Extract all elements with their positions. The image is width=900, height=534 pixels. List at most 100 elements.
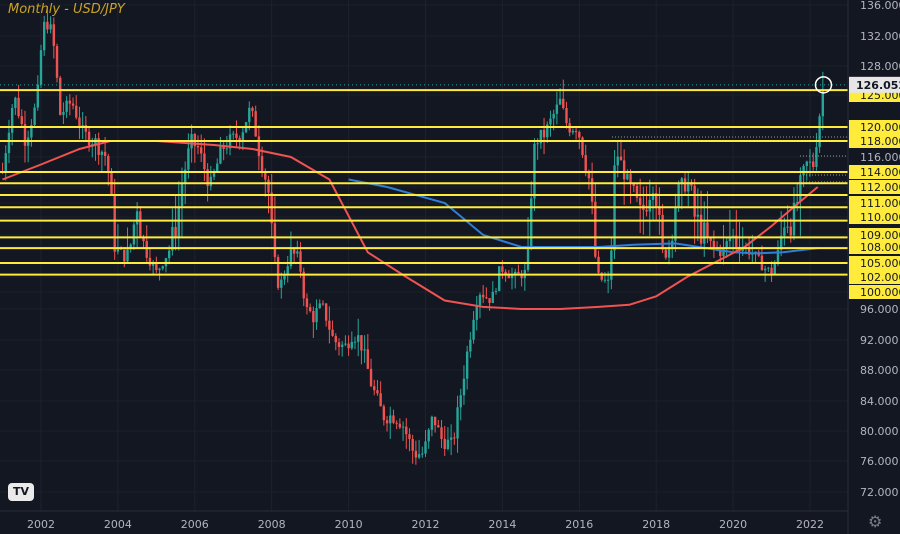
candle-up [687, 181, 690, 192]
price-label-bg [849, 285, 900, 299]
candle-up [151, 264, 155, 266]
candle-down [655, 193, 658, 207]
candle-up [62, 111, 65, 115]
candle-up [344, 343, 347, 345]
candle-down [747, 247, 751, 255]
current-price-label-bg [849, 76, 900, 93]
candle-up [805, 161, 808, 166]
y-tick-label: 136.000 [860, 0, 900, 12]
candle-up [526, 246, 530, 270]
candle-up [161, 266, 164, 269]
candle-up [783, 227, 786, 236]
candle-down [693, 185, 696, 217]
moving-average-blue [348, 178, 818, 255]
candle-down [709, 238, 712, 241]
candle-up [558, 98, 562, 105]
candle-up [212, 171, 216, 177]
price-label-bg [849, 210, 900, 224]
x-tick-label: 2004 [104, 518, 132, 531]
price-label-bg [849, 120, 900, 134]
x-tick-label: 2002 [27, 518, 55, 531]
candle-down [360, 335, 363, 351]
candle-up [465, 351, 469, 379]
candle-down [706, 222, 709, 239]
candle-down [414, 450, 418, 458]
tradingview-logo[interactable]: TV [8, 483, 34, 501]
candle-up [7, 132, 11, 154]
y-tick-label: 118.000 [860, 135, 900, 148]
candle-down [264, 172, 267, 180]
candle-up [626, 173, 629, 180]
candle-up [510, 275, 514, 279]
candle-up [799, 175, 802, 203]
gear-icon[interactable]: ⚙ [868, 512, 883, 531]
candle-down [312, 310, 315, 323]
candle-down [71, 103, 75, 106]
candle-up [216, 163, 219, 172]
candle-down [712, 240, 716, 248]
chart-title: Monthly - USD/JPY [8, 2, 125, 17]
candle-down [235, 133, 238, 138]
candle-up [100, 151, 104, 156]
x-tick-label: 2020 [719, 518, 747, 531]
candle-up [539, 129, 543, 144]
candle-up [340, 344, 344, 347]
candle-down [206, 169, 209, 187]
x-tick-label: 2006 [181, 518, 209, 531]
y-tick-label: 111.000 [860, 197, 900, 210]
y-tick-label: 108.000 [860, 241, 900, 254]
candle-up [33, 107, 36, 125]
candle-down [481, 294, 485, 298]
candle-up [280, 279, 283, 288]
candle-up [667, 247, 671, 258]
candle-down [376, 390, 379, 394]
price-label-bg [849, 228, 900, 242]
candle-up [616, 156, 619, 166]
candle-down [174, 226, 177, 238]
candle-down [139, 211, 142, 238]
candle-down [437, 425, 440, 428]
candle-up [571, 130, 575, 133]
candle-up [129, 244, 132, 250]
candle-up [424, 441, 427, 454]
candle-up [219, 145, 222, 164]
candle-up [606, 279, 610, 281]
candle-down [299, 251, 302, 272]
candle-down [622, 160, 626, 180]
current-price-circle [814, 76, 833, 94]
time-axis[interactable]: 2002 2004 2006 2008 2010 2012 2014 2016 2018 2020… [27, 518, 824, 531]
candle-up [296, 251, 299, 254]
candle-down [257, 136, 261, 157]
candle-up [389, 415, 392, 424]
candle-down [17, 97, 20, 117]
current-price-label: 126.052 [856, 79, 900, 92]
candle-down [485, 297, 488, 299]
candle-down [578, 132, 581, 138]
price-label-bg [849, 165, 900, 179]
candle-down [302, 271, 305, 299]
y-tick-label: 72.000 [860, 486, 899, 499]
candle-up [722, 247, 725, 256]
candle-down [334, 335, 337, 343]
candle-down [52, 24, 56, 46]
candle-up [401, 426, 405, 428]
candle-down [395, 422, 398, 424]
candle-up [209, 176, 213, 187]
candle-up [779, 235, 783, 250]
price-axis[interactable]: 136.000132.000128.000125.000120.000118.0… [849, 0, 900, 499]
candle-down [562, 98, 565, 109]
candle-down [453, 437, 456, 439]
candle-up [767, 267, 770, 269]
price-label-bg [849, 196, 900, 210]
candle-up [158, 268, 161, 271]
candle-down [501, 266, 504, 272]
candle-down [238, 137, 241, 142]
candle-up [30, 124, 33, 138]
candle-down [683, 178, 687, 192]
candle-down [55, 45, 59, 78]
candle-up [821, 91, 825, 117]
y-tick-label: 92.000 [860, 334, 899, 347]
y-tick-label: 96.000 [860, 303, 899, 316]
candle-down [594, 201, 597, 257]
